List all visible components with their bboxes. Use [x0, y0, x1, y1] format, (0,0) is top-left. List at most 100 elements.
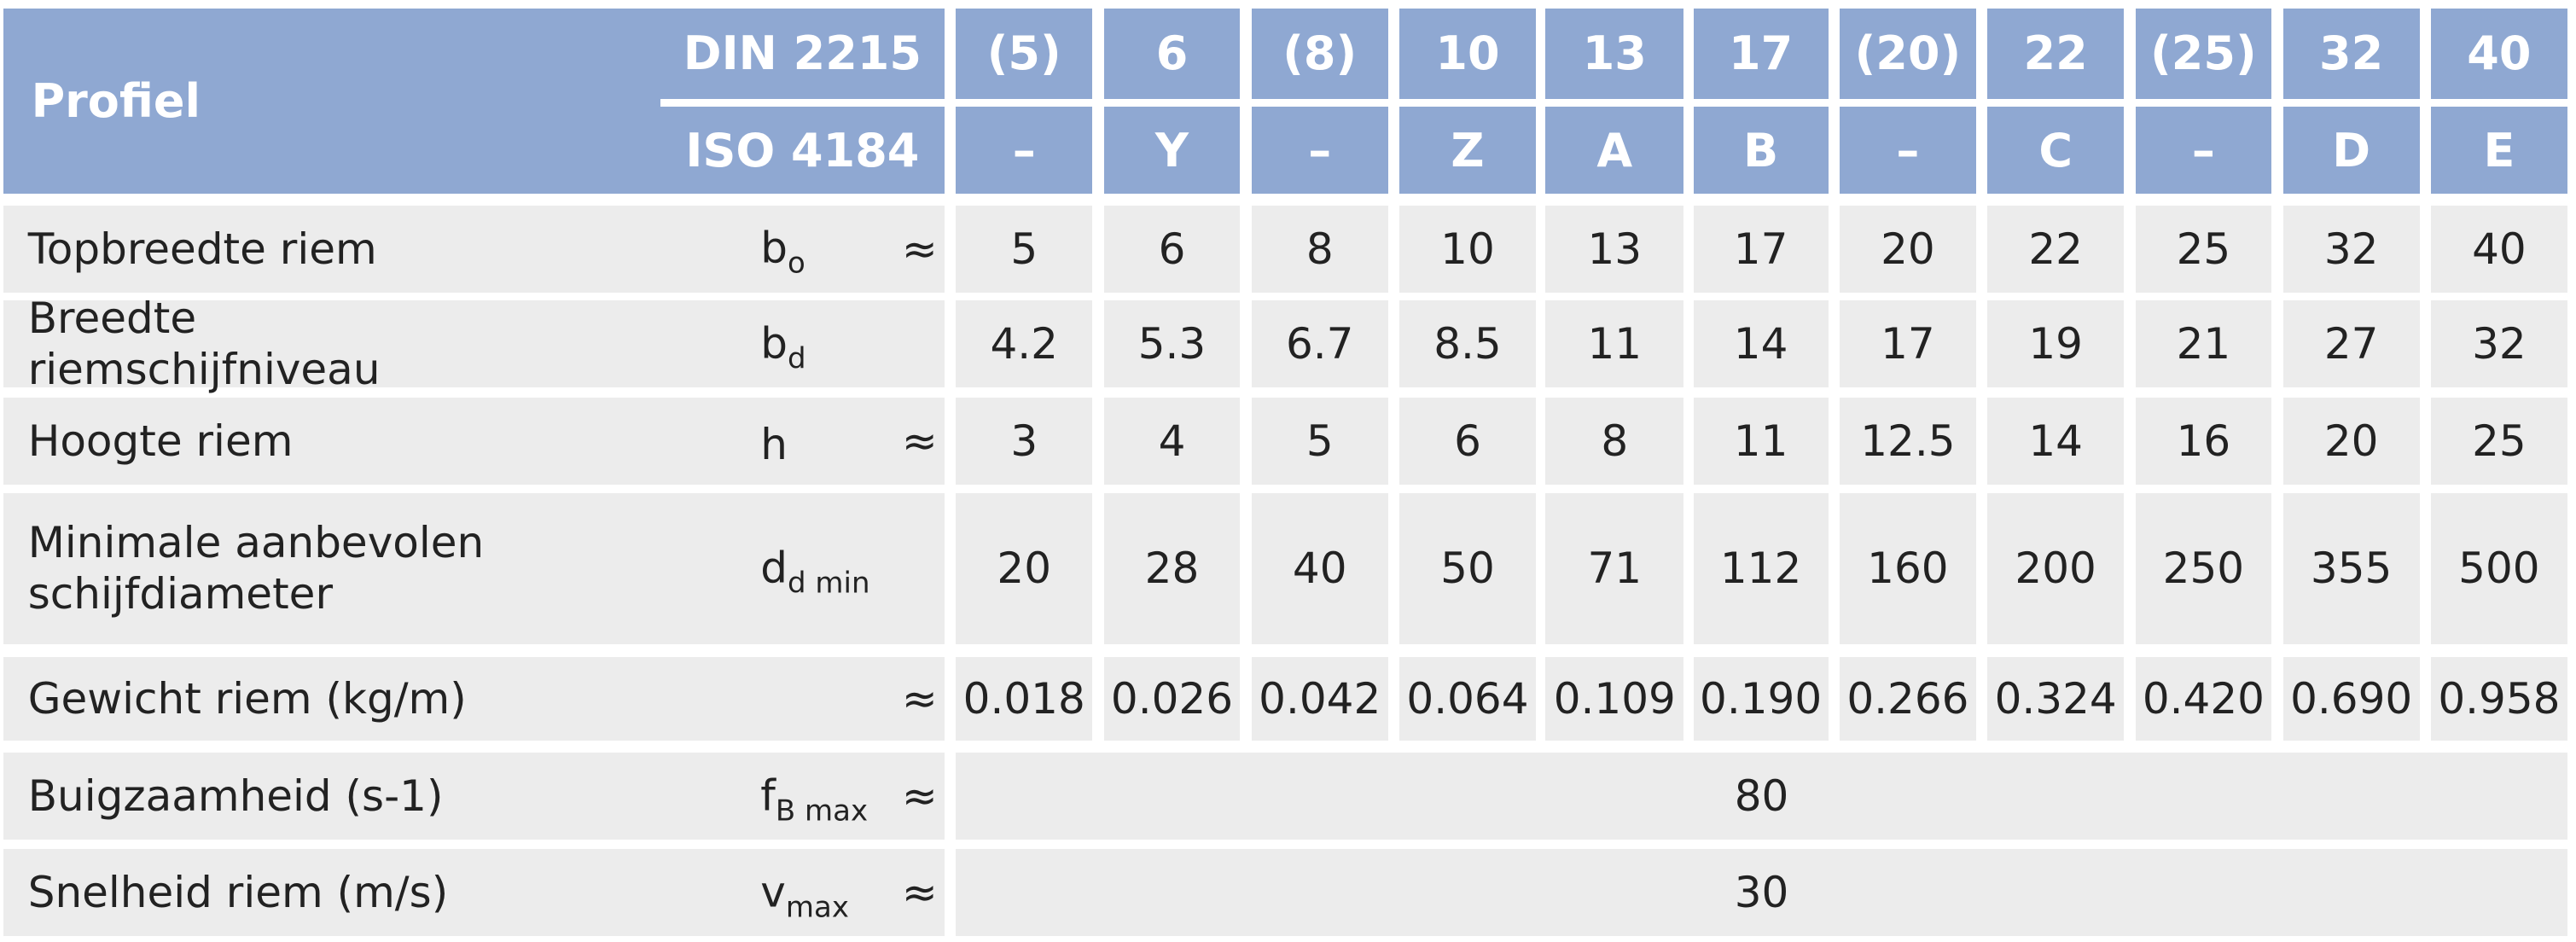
value: 0.026	[1103, 657, 1241, 741]
value: 32	[2282, 205, 2420, 293]
value: 8	[1251, 205, 1388, 293]
value: 25	[2135, 205, 2272, 293]
value: 28	[1103, 492, 1241, 644]
approx: ≈	[901, 674, 938, 724]
iso-size: Z	[1399, 107, 1536, 195]
value: 14	[1693, 300, 1829, 388]
value: 22	[1987, 205, 2125, 293]
din-size: (25)	[2135, 8, 2272, 99]
row-label-cell	[3, 849, 945, 937]
row-label-cell	[3, 492, 945, 644]
value: 250	[2135, 492, 2272, 644]
value: 11	[1693, 397, 1829, 485]
approx: ≈	[901, 770, 938, 821]
symbol: h	[760, 420, 788, 469]
din-size: 40	[2431, 8, 2567, 99]
value: 4	[1103, 397, 1241, 485]
value: 25	[2431, 397, 2567, 485]
din-size: (5)	[956, 8, 1093, 99]
iso-size: Y	[1103, 107, 1241, 195]
symbol: bo	[760, 224, 805, 281]
symbol-base: f	[760, 770, 776, 820]
value: 10	[1399, 205, 1536, 293]
row-label: Topbreedte riem	[27, 224, 377, 274]
value: 5	[956, 205, 1093, 293]
row-label-cell	[3, 397, 945, 485]
symbol: dd min	[760, 543, 869, 600]
value: 6	[1103, 205, 1241, 293]
value: 0.018	[956, 657, 1093, 741]
value: 355	[2282, 492, 2420, 644]
value: 14	[1987, 397, 2125, 485]
value: 21	[2135, 300, 2272, 388]
value: 20	[956, 492, 1093, 644]
iso-size: A	[1545, 107, 1684, 195]
row-label-cell	[3, 205, 945, 293]
row-label: Minimale aanbevolen schijfdiameter	[27, 518, 485, 619]
value: 17	[1840, 300, 1976, 388]
row-label: Breedte riemschijfniveau	[27, 294, 381, 395]
value: 12.5	[1840, 397, 1976, 485]
symbol-base: h	[760, 419, 788, 469]
value: 0.324	[1987, 657, 2125, 741]
value: 0.064	[1399, 657, 1536, 741]
value: 5.3	[1103, 300, 1241, 388]
din-size: (20)	[1840, 8, 1976, 99]
value: 40	[1251, 492, 1388, 644]
iso-size: –	[1840, 107, 1976, 195]
iso-size: D	[2282, 107, 2420, 195]
value: 4.2	[956, 300, 1093, 388]
value: 13	[1545, 205, 1684, 293]
value: 8	[1545, 397, 1684, 485]
symbol-base: b	[760, 223, 788, 273]
value: 40	[2431, 205, 2567, 293]
din-size: 6	[1103, 8, 1241, 99]
value: 50	[1399, 492, 1536, 644]
row-label-cell	[3, 657, 945, 741]
value: 500	[2431, 492, 2567, 644]
approx: ≈	[901, 416, 938, 466]
din-size: 17	[1693, 8, 1829, 99]
value: 5	[1251, 397, 1388, 485]
header-profiel: Profiel	[3, 8, 660, 195]
din-size: 13	[1545, 8, 1684, 99]
header-iso: ISO 4184	[660, 107, 945, 195]
value: 0.266	[1840, 657, 1976, 741]
symbol-base: b	[760, 318, 788, 369]
din-size: 32	[2282, 8, 2420, 99]
value: 0.420	[2135, 657, 2272, 741]
value: 11	[1545, 300, 1684, 388]
approx: ≈	[901, 224, 938, 274]
value: 17	[1693, 205, 1829, 293]
iso-size: E	[2431, 107, 2567, 195]
value: 30	[956, 849, 2567, 937]
symbol-sub: d min	[788, 566, 870, 601]
value: 71	[1545, 492, 1684, 644]
symbol: vmax	[760, 868, 849, 925]
iso-size: –	[956, 107, 1093, 195]
symbol-sub: max	[785, 890, 849, 925]
value: 200	[1987, 492, 2125, 644]
value: 6.7	[1251, 300, 1388, 388]
iso-size: –	[1251, 107, 1388, 195]
iso-size: B	[1693, 107, 1829, 195]
value: 27	[2282, 300, 2420, 388]
value: 20	[2282, 397, 2420, 485]
value: 19	[1987, 300, 2125, 388]
value: 8.5	[1399, 300, 1536, 388]
symbol: bd	[760, 319, 805, 376]
iso-size: C	[1987, 107, 2125, 195]
header-din: DIN 2215	[660, 8, 945, 99]
approx: ≈	[901, 868, 938, 918]
din-size: 10	[1399, 8, 1536, 99]
value: 112	[1693, 492, 1829, 644]
value: 0.190	[1693, 657, 1829, 741]
row-label: Buigzaamheid (s-1)	[27, 770, 444, 821]
value: 32	[2431, 300, 2567, 388]
din-size: (8)	[1251, 8, 1388, 99]
iso-size: –	[2135, 107, 2272, 195]
value: 0.042	[1251, 657, 1388, 741]
row-label: Gewicht riem (kg/m)	[27, 674, 467, 724]
symbol-sub: B max	[775, 794, 869, 828]
